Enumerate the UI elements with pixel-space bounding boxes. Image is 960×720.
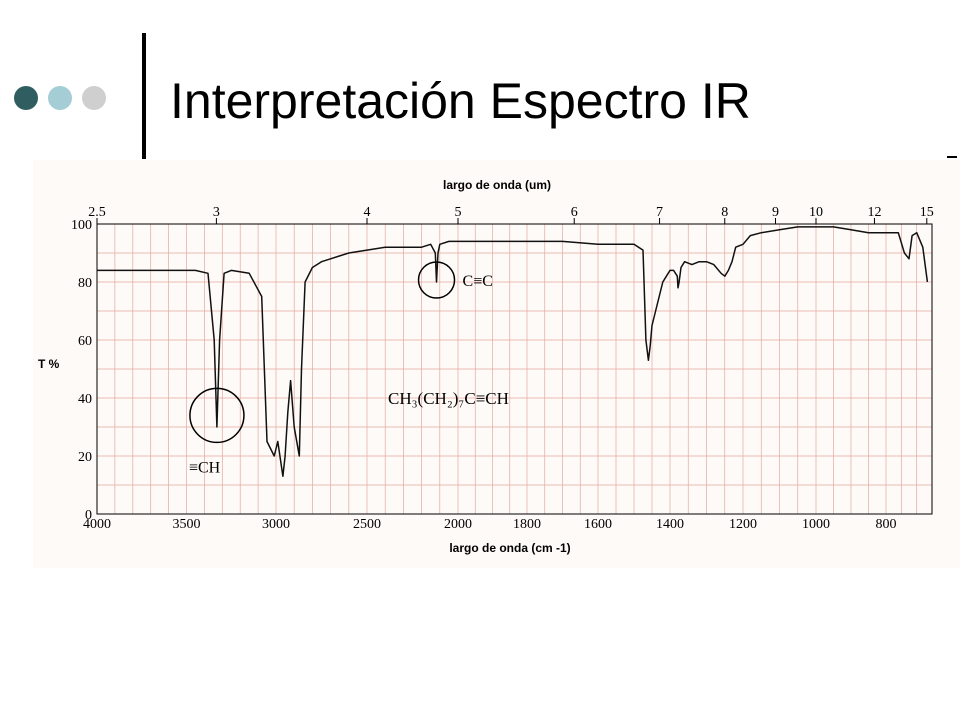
bullet-dots (14, 86, 106, 110)
title-divider (142, 33, 146, 159)
y-tick-label: 100 (71, 218, 92, 233)
top-tick-label: 5 (455, 205, 462, 220)
top-tick-label: 4 (364, 205, 371, 220)
top-tick-label: 15 (920, 205, 934, 220)
x-tick-label: 2000 (444, 517, 472, 532)
slide-title: Interpretación Espectro IR (170, 73, 751, 129)
x-tick-label: 3000 (262, 517, 290, 532)
annotation-circle (189, 387, 245, 444)
y-tick-label: 0 (85, 508, 92, 523)
top-tick-label: 10 (809, 205, 823, 220)
y-tick-label: 20 (78, 450, 92, 465)
compound-formula: CH₃(CH₂)₇C≡CH (388, 389, 509, 408)
top-tick-label: 12 (867, 205, 881, 220)
y-tick-label: 80 (78, 276, 92, 291)
y-tick-label: 40 (78, 392, 92, 407)
bullet-dot (14, 86, 38, 110)
chart-paper (33, 160, 960, 568)
bullet-dot (82, 86, 106, 110)
x-tick-label: 1000 (802, 517, 830, 532)
y-axis-label: T % (38, 357, 60, 371)
x-tick-label: 3500 (173, 517, 201, 532)
corner-dash (947, 156, 957, 158)
x-tick-label: 2500 (353, 517, 381, 532)
top-tick-label: 3 (213, 205, 220, 220)
plot-frame (96, 223, 933, 515)
top-tick-label: 6 (571, 205, 578, 220)
y-tick-label: 60 (78, 334, 92, 349)
top-tick-label: 8 (721, 205, 728, 220)
top-tick-label: 9 (772, 205, 779, 220)
x-tick-label: 4000 (83, 517, 111, 532)
top-tick-label: 2.5 (88, 205, 106, 220)
x-tick-label: 1200 (729, 517, 757, 532)
top-axis-label: largo de onda (um) (443, 178, 551, 192)
annotation-circle (417, 261, 456, 299)
x-tick-label: 1600 (584, 517, 612, 532)
axis-ticks: 4000 3500 3000 2500 2000 1800 1600 1400 1200 1000… (71, 205, 934, 532)
bottom-axis-label: largo de onda (cm -1) (449, 541, 570, 555)
x-tick-label: 1400 (656, 517, 684, 532)
annotation-label: C≡C (463, 273, 493, 290)
annotations: C≡C ≡CH CH₃(CH₂)₇C≡CH (189, 261, 509, 476)
spectrum-trace (97, 226, 929, 478)
bullet-dot (48, 86, 72, 110)
x-tick-label: 800 (876, 517, 897, 532)
top-tick-label: 7 (656, 205, 663, 220)
x-tick-label: 1800 (513, 517, 541, 532)
annotation-label: ≡CH (189, 459, 221, 476)
